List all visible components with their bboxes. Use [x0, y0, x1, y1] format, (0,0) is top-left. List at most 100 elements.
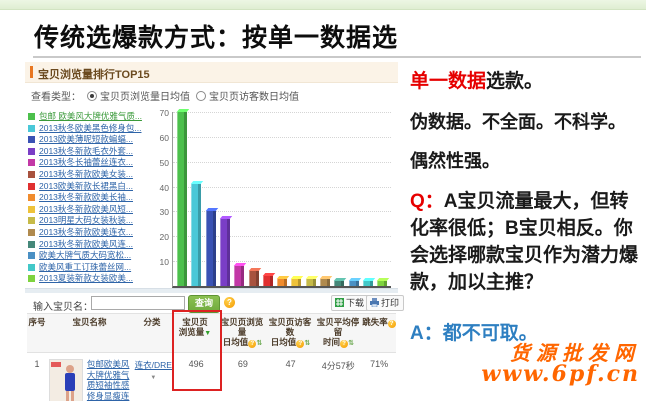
legend-link[interactable]: 2013秋冬新款欧美女装...	[39, 168, 133, 179]
category-link[interactable]: 连衣/DRE	[134, 360, 172, 370]
chart-bar	[305, 275, 318, 286]
sort-arrows-icon[interactable]: ⇅	[256, 340, 262, 347]
legend-item[interactable]: 2013明星大码女装秋装...	[28, 215, 168, 227]
view-type-option[interactable]: 宝贝页访客数日均值	[196, 91, 299, 103]
view-type-option[interactable]: 宝贝页浏览量日均值	[87, 91, 190, 103]
legend-link[interactable]: 2013秋冬新款欧美风连...	[39, 238, 133, 249]
legend-item[interactable]: 包邮 欧美风大牌优雅气质...	[28, 111, 168, 123]
watermark-site-name: 货源批发网	[510, 341, 640, 365]
chart-bar	[319, 275, 333, 286]
legend-item[interactable]: 2013秋冬新款欧美连衣...	[28, 227, 168, 239]
legend-link[interactable]: 2013欧美薄呢短款蝙蝠...	[39, 134, 133, 145]
sort-arrows-icon[interactable]: ⇅	[304, 340, 310, 347]
legend-item[interactable]: 2013秋冬新款毛衣外套...	[28, 146, 168, 158]
help-icon[interactable]: ?	[248, 340, 257, 348]
accent-bar	[30, 66, 33, 78]
y-axis-label: 20	[159, 232, 169, 243]
legend-color-swatch	[28, 275, 35, 283]
radio-unselected-icon[interactable]	[196, 91, 206, 101]
sort-arrow-icon[interactable]: ▼	[204, 330, 212, 337]
legend-link[interactable]: 2013秋冬新款欧美长袖...	[39, 192, 133, 203]
legend-color-swatch	[28, 136, 35, 144]
y-axis-label: 70	[159, 108, 169, 118]
search-button[interactable]: 查询	[188, 295, 220, 313]
bar-chart: 10 20 30 40 50 60 70	[160, 108, 391, 288]
product-thumbnail[interactable]	[48, 359, 83, 401]
column-header-name[interactable]: 宝贝名称	[72, 317, 107, 327]
chart-bar	[176, 109, 190, 286]
legend-link[interactable]: 2013秋冬新款毛衣外套...	[39, 145, 133, 156]
sort-arrows-icon[interactable]: ⇅	[348, 340, 354, 347]
column-header-views[interactable]: 宝贝页 浏览量▼	[178, 317, 212, 337]
dropdown-arrow-icon[interactable]: ▼	[150, 375, 157, 381]
help-icon[interactable]: ?	[224, 297, 235, 308]
legend-link[interactable]: 欧美风重工订珠蕾丝网...	[39, 261, 132, 272]
page-title: 传统选爆款方式：按单一数据选	[34, 24, 399, 52]
download-button[interactable]: 下载	[331, 295, 370, 311]
chart-bar-top	[233, 263, 247, 267]
legend-item[interactable]: 2013秋冬新款欧美风短...	[28, 204, 168, 216]
chart-bar-top	[276, 275, 290, 279]
y-axis-label: 40	[159, 182, 169, 193]
views-value: 496	[188, 359, 204, 369]
legend-link[interactable]: 2013秋冬欧美黑色修身包...	[39, 122, 142, 133]
legend-link[interactable]: 2013秋冬新款欧美风短...	[39, 203, 133, 214]
column-header-visitors_daily[interactable]: 宝贝页访客数 日均值? ⇅	[268, 317, 312, 348]
legend-link[interactable]: 2013夏装新款女装欧美...	[39, 273, 133, 284]
visitors-daily-value: 47	[285, 359, 296, 369]
excel-icon	[335, 298, 344, 307]
product-name-cell: 包邮欧美风大牌优雅气质短袖性感修身显瘦连衣... ◆查看详情	[47, 353, 134, 401]
legend-link[interactable]: 欧美大牌气质大码宽松...	[39, 250, 132, 261]
help-icon[interactable]: ?	[387, 320, 396, 328]
legend-link[interactable]: 2013欧美新款长裙黑白...	[39, 180, 133, 191]
legend-item[interactable]: 2013欧美新款长裙黑白...	[28, 181, 168, 193]
legend-item[interactable]: 2013秋冬新款欧美女装...	[28, 169, 168, 181]
chart-bar-top	[248, 268, 261, 272]
gridline	[173, 236, 391, 238]
gridline	[173, 112, 391, 113]
legend-link[interactable]: 2013秋冬长袖蕾丝连衣...	[39, 157, 133, 168]
column-header-category[interactable]: 分类	[143, 317, 161, 327]
legend-item[interactable]: 2013秋冬新款欧美长袖...	[28, 192, 168, 204]
gridline	[173, 161, 391, 163]
legend-link[interactable]: 2013秋冬新款欧美连衣...	[39, 226, 133, 237]
help-icon[interactable]: ?	[340, 340, 349, 348]
chart-bar-top	[291, 275, 304, 279]
legend-item[interactable]: 2013夏装新款女装欧美...	[28, 273, 168, 285]
column-header-bounce[interactable]: 跳失率?	[362, 314, 396, 352]
legend-color-swatch	[28, 170, 35, 178]
analytics-panel: 宝贝浏览量排行TOP15 查看类型： 宝贝页浏览量日均值 宝贝页访客数日均值 包邮 …	[25, 62, 405, 401]
legend-item[interactable]: 2013秋冬欧美黑色修身包...	[28, 123, 168, 135]
y-axis-label: 60	[159, 132, 169, 143]
table-header: 序号 宝贝名称 分类 宝贝页 浏览量▼ 宝贝页浏览量 日均值? ⇅ 宝贝页访客数 日均值? ⇅ 宝贝平…	[27, 313, 396, 353]
legend-item[interactable]: 2013欧美薄呢短款蝙蝠...	[28, 134, 168, 146]
search-input[interactable]	[91, 296, 185, 310]
column-header-views_daily[interactable]: 宝贝页浏览量 日均值? ⇅	[220, 317, 264, 348]
stay-time-value: 4分57秒	[321, 361, 355, 371]
legend-item[interactable]: 2013秋冬长袖蕾丝连衣...	[28, 157, 168, 169]
section-divider	[25, 288, 398, 293]
legend-color-swatch	[28, 147, 35, 155]
table-row: 1 包邮欧美风大牌优雅气质短袖性感修身显瘦连衣... ◆查看详情	[27, 353, 396, 401]
legend-item[interactable]: 2013秋冬新款欧美风连...	[28, 239, 168, 251]
help-icon[interactable]: ?	[296, 340, 305, 348]
legend-link[interactable]: 包邮 欧美风大牌优雅气质...	[39, 111, 142, 121]
product-name-link[interactable]: 包邮欧美风大牌优雅气质短袖性感修身显瘦连衣...	[86, 359, 130, 401]
legend-item[interactable]: 欧美风重工订珠蕾丝网...	[28, 262, 168, 274]
radio-selected-icon[interactable]	[87, 91, 97, 101]
chart-bar	[376, 278, 390, 286]
chart-bar	[291, 275, 304, 286]
column-header-index[interactable]: 序号	[28, 317, 46, 327]
legend-item[interactable]: 欧美大牌气质大码宽松...	[28, 250, 168, 262]
column-header-stay_time[interactable]: 宝贝平均停留 时间? ⇅	[316, 317, 360, 348]
view-type-label: 查看类型：	[31, 92, 81, 103]
chart-bar	[219, 215, 233, 286]
y-axis-label: 10	[159, 257, 169, 268]
chart-bar	[362, 278, 376, 286]
top-green-bar	[0, 0, 646, 10]
point-randomness: 偶然性强。	[410, 151, 500, 171]
legend-link[interactable]: 2013明星大码女装秋装...	[39, 215, 133, 226]
print-button[interactable]: 打印	[366, 295, 405, 311]
chart-bar	[276, 275, 290, 286]
